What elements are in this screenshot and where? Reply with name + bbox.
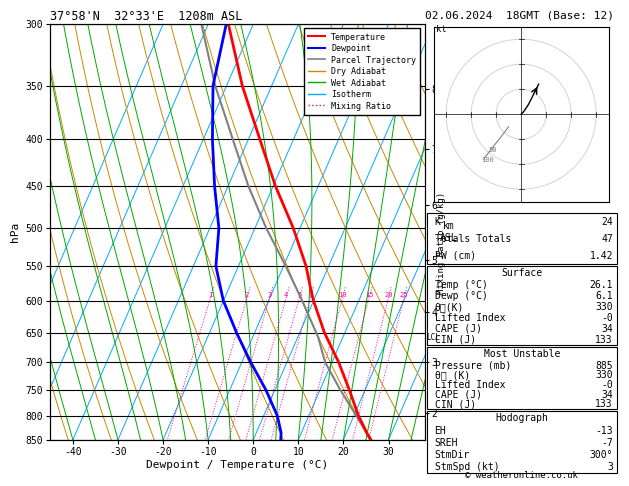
Text: -0: -0 <box>601 380 613 390</box>
Text: CIN (J): CIN (J) <box>435 399 476 409</box>
Text: 300°: 300° <box>589 450 613 460</box>
Text: 34: 34 <box>601 390 613 400</box>
Text: Most Unstable: Most Unstable <box>484 349 560 359</box>
Y-axis label: hPa: hPa <box>10 222 20 242</box>
Text: 100: 100 <box>481 156 494 163</box>
Text: 6: 6 <box>308 292 313 297</box>
Text: CIN (J): CIN (J) <box>435 335 476 345</box>
Text: 2: 2 <box>245 292 249 297</box>
Text: 885: 885 <box>595 361 613 371</box>
Legend: Temperature, Dewpoint, Parcel Trajectory, Dry Adiabat, Wet Adiabat, Isotherm, Mi: Temperature, Dewpoint, Parcel Trajectory… <box>304 29 420 115</box>
Text: 47: 47 <box>601 234 613 243</box>
Text: 5: 5 <box>298 292 302 297</box>
Text: Hodograph: Hodograph <box>495 413 548 423</box>
Text: 15: 15 <box>365 292 374 297</box>
Text: Pressure (mb): Pressure (mb) <box>435 361 511 371</box>
Text: Mixing Ratio (g/kg): Mixing Ratio (g/kg) <box>437 192 446 294</box>
Text: 3: 3 <box>607 462 613 472</box>
Text: θᴄ(K): θᴄ(K) <box>435 302 464 312</box>
Text: Totals Totals: Totals Totals <box>435 234 511 243</box>
Text: 02.06.2024  18GMT (Base: 12): 02.06.2024 18GMT (Base: 12) <box>425 11 613 21</box>
Text: K: K <box>435 217 440 226</box>
Text: Surface: Surface <box>501 268 542 278</box>
Text: LCL: LCL <box>426 332 440 342</box>
Text: EH: EH <box>435 426 447 436</box>
Text: 26.1: 26.1 <box>589 280 613 290</box>
Bar <box>426 411 617 473</box>
Bar <box>426 347 617 409</box>
Text: kt: kt <box>436 25 447 34</box>
Text: © weatheronline.co.uk: © weatheronline.co.uk <box>465 471 578 480</box>
Text: 10: 10 <box>338 292 347 297</box>
Text: CAPE (J): CAPE (J) <box>435 390 482 400</box>
Text: 1.42: 1.42 <box>589 251 613 260</box>
Bar <box>426 266 617 345</box>
Text: 133: 133 <box>595 335 613 345</box>
Text: 330: 330 <box>595 302 613 312</box>
Text: StmSpd (kt): StmSpd (kt) <box>435 462 499 472</box>
Text: 20: 20 <box>384 292 392 297</box>
Text: Dewp (°C): Dewp (°C) <box>435 291 487 301</box>
Text: 37°58'N  32°33'E  1208m ASL: 37°58'N 32°33'E 1208m ASL <box>50 10 243 23</box>
Text: 4: 4 <box>284 292 289 297</box>
Y-axis label: km
ASL: km ASL <box>440 221 457 243</box>
Text: -0: -0 <box>601 313 613 323</box>
Text: 6.1: 6.1 <box>595 291 613 301</box>
Text: 330: 330 <box>595 370 613 381</box>
Text: 3: 3 <box>267 292 272 297</box>
Text: -13: -13 <box>595 426 613 436</box>
X-axis label: Dewpoint / Temperature (°C): Dewpoint / Temperature (°C) <box>147 460 328 469</box>
Text: -7: -7 <box>601 438 613 448</box>
Text: 34: 34 <box>601 324 613 334</box>
Text: Lifted Index: Lifted Index <box>435 313 505 323</box>
Text: StmDir: StmDir <box>435 450 470 460</box>
Text: 25: 25 <box>400 292 408 297</box>
Text: Temp (°C): Temp (°C) <box>435 280 487 290</box>
Text: CAPE (J): CAPE (J) <box>435 324 482 334</box>
Text: θᴄ (K): θᴄ (K) <box>435 370 470 381</box>
Text: SREH: SREH <box>435 438 458 448</box>
Text: 50: 50 <box>489 147 497 153</box>
Text: 1: 1 <box>208 292 213 297</box>
Text: Lifted Index: Lifted Index <box>435 380 505 390</box>
Text: 133: 133 <box>595 399 613 409</box>
Text: PW (cm): PW (cm) <box>435 251 476 260</box>
Text: 24: 24 <box>601 217 613 226</box>
Bar <box>426 213 617 264</box>
